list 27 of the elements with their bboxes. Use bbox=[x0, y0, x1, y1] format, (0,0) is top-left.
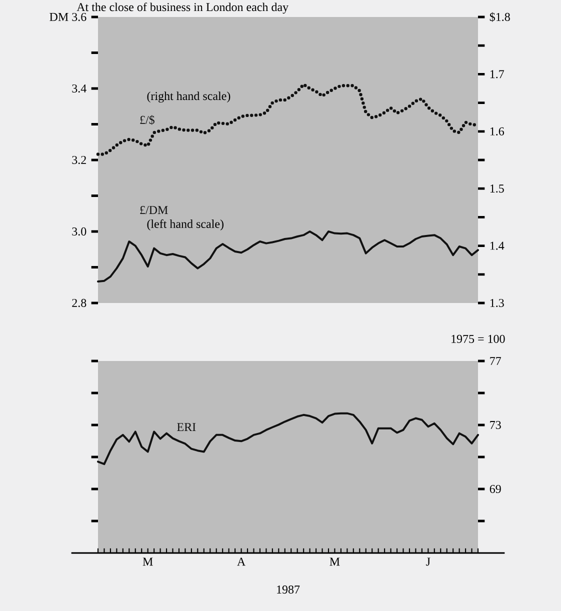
y-tick-label: DM 3.6 bbox=[50, 12, 86, 22]
y-tick-label: 3.0 bbox=[72, 227, 86, 236]
x-axis-title: 1987 bbox=[277, 586, 300, 594]
y2-tick-label: 1.5 bbox=[490, 184, 504, 193]
y2-tick-label: 1.7 bbox=[490, 70, 504, 78]
chart-title: At the close of business in London each day bbox=[76, 2, 289, 14]
y2-axis-title: 1975 = 100 bbox=[452, 334, 505, 343]
y2-tick-label: 77 bbox=[490, 357, 502, 365]
y2-tick-label: 69 bbox=[490, 484, 501, 494]
y-tick-label: 2.8 bbox=[72, 298, 86, 308]
y2-tick-label: $1.8 bbox=[490, 12, 510, 22]
annotation: (right hand scale) bbox=[147, 92, 230, 103]
y-tick-label: 3.4 bbox=[72, 84, 86, 93]
x-tick-label: J bbox=[426, 558, 430, 566]
y2-tick-label: 1.6 bbox=[490, 127, 504, 136]
x-tick-label: M bbox=[330, 558, 340, 566]
y-tick-label: 3.2 bbox=[72, 156, 86, 164]
text: £/DM bbox=[140, 206, 168, 214]
annotation: (left hand scale) bbox=[147, 219, 224, 230]
y2-tick-label: 1.4 bbox=[490, 242, 504, 250]
y2-tick-label: 73 bbox=[490, 420, 501, 430]
series-label: £/$ bbox=[140, 115, 154, 125]
line-series bbox=[97, 230, 479, 283]
y2-tick-label: 1.3 bbox=[490, 298, 504, 308]
x-tick-label: M bbox=[142, 558, 153, 566]
x-tick-label: A bbox=[237, 558, 246, 566]
series-label: ERI bbox=[177, 423, 196, 431]
